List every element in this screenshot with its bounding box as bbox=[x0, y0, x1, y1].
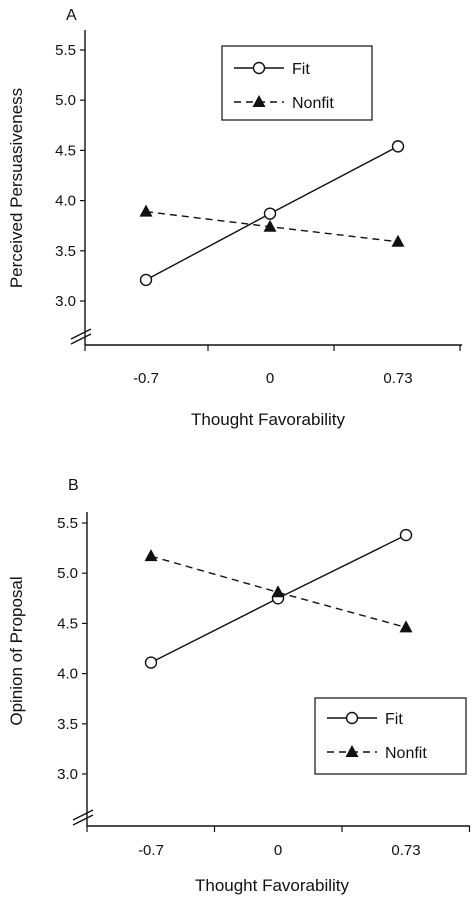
legend-marker-fit bbox=[345, 711, 359, 725]
y-axis-title: Opinion of Proposal bbox=[7, 576, 26, 725]
y-tick-label: 3.0 bbox=[55, 293, 76, 310]
axis-break-mark bbox=[72, 809, 94, 821]
y-tick-label: 5.5 bbox=[57, 515, 78, 532]
legend-box bbox=[314, 697, 467, 775]
legend-box bbox=[221, 45, 373, 121]
fit-point bbox=[139, 273, 153, 287]
y-tick-label: 4.0 bbox=[57, 666, 78, 683]
panel-letter: A bbox=[66, 7, 77, 24]
legend-label: Nonfit bbox=[385, 745, 427, 762]
y-tick-label: 5.5 bbox=[55, 42, 76, 59]
x-axis-title: Thought Favorability bbox=[195, 876, 350, 895]
legend-label: Fit bbox=[385, 711, 403, 728]
y-axis-title: Perceived Persuasiveness bbox=[7, 88, 26, 288]
nonfit-point bbox=[144, 549, 158, 562]
legend-marker-fit bbox=[252, 61, 266, 75]
y-tick-label: 4.5 bbox=[55, 142, 76, 159]
fit-point bbox=[144, 656, 158, 669]
nonfit-point bbox=[271, 585, 285, 598]
nonfit-point bbox=[263, 219, 277, 232]
x-tick-label: 0.73 bbox=[391, 842, 420, 859]
legend-marker-nonfit bbox=[345, 745, 359, 757]
y-tick-label: 3.0 bbox=[57, 766, 78, 783]
y-tick-label: 5.0 bbox=[57, 565, 78, 582]
axis-break-mark bbox=[70, 328, 92, 340]
legend-marker-nonfit bbox=[252, 95, 266, 107]
y-tick-label: 3.5 bbox=[57, 716, 78, 733]
axis-break-mark bbox=[70, 333, 92, 345]
fit-point bbox=[399, 528, 413, 542]
x-tick-label: 0 bbox=[266, 370, 274, 387]
fit-point bbox=[263, 207, 277, 220]
y-tick-label: 4.0 bbox=[55, 193, 76, 210]
y-tick-label: 3.5 bbox=[55, 243, 76, 260]
x-tick-label: 0 bbox=[274, 842, 282, 859]
fit-point bbox=[391, 140, 405, 153]
x-axis-title: Thought Favorability bbox=[191, 410, 346, 429]
nonfit-point bbox=[139, 204, 153, 217]
panel-a: A Perceived Persuasiveness Thought Favor… bbox=[7, 7, 462, 429]
panel-letter: B bbox=[68, 477, 79, 494]
axis-break-mark bbox=[72, 814, 94, 826]
y-tick-label: 4.5 bbox=[57, 615, 78, 632]
x-tick-label: 0.73 bbox=[383, 370, 412, 387]
nonfit-point bbox=[391, 234, 405, 247]
legend-label: Fit bbox=[292, 61, 310, 78]
nonfit-point bbox=[399, 620, 413, 633]
x-tick-label: -0.7 bbox=[138, 842, 164, 859]
y-tick-label: 5.0 bbox=[55, 92, 76, 109]
x-tick-label: -0.7 bbox=[133, 370, 159, 387]
panel-b: B Opinion of Proposal Thought Favorabili… bbox=[7, 477, 471, 895]
legend-label: Nonfit bbox=[292, 95, 334, 112]
